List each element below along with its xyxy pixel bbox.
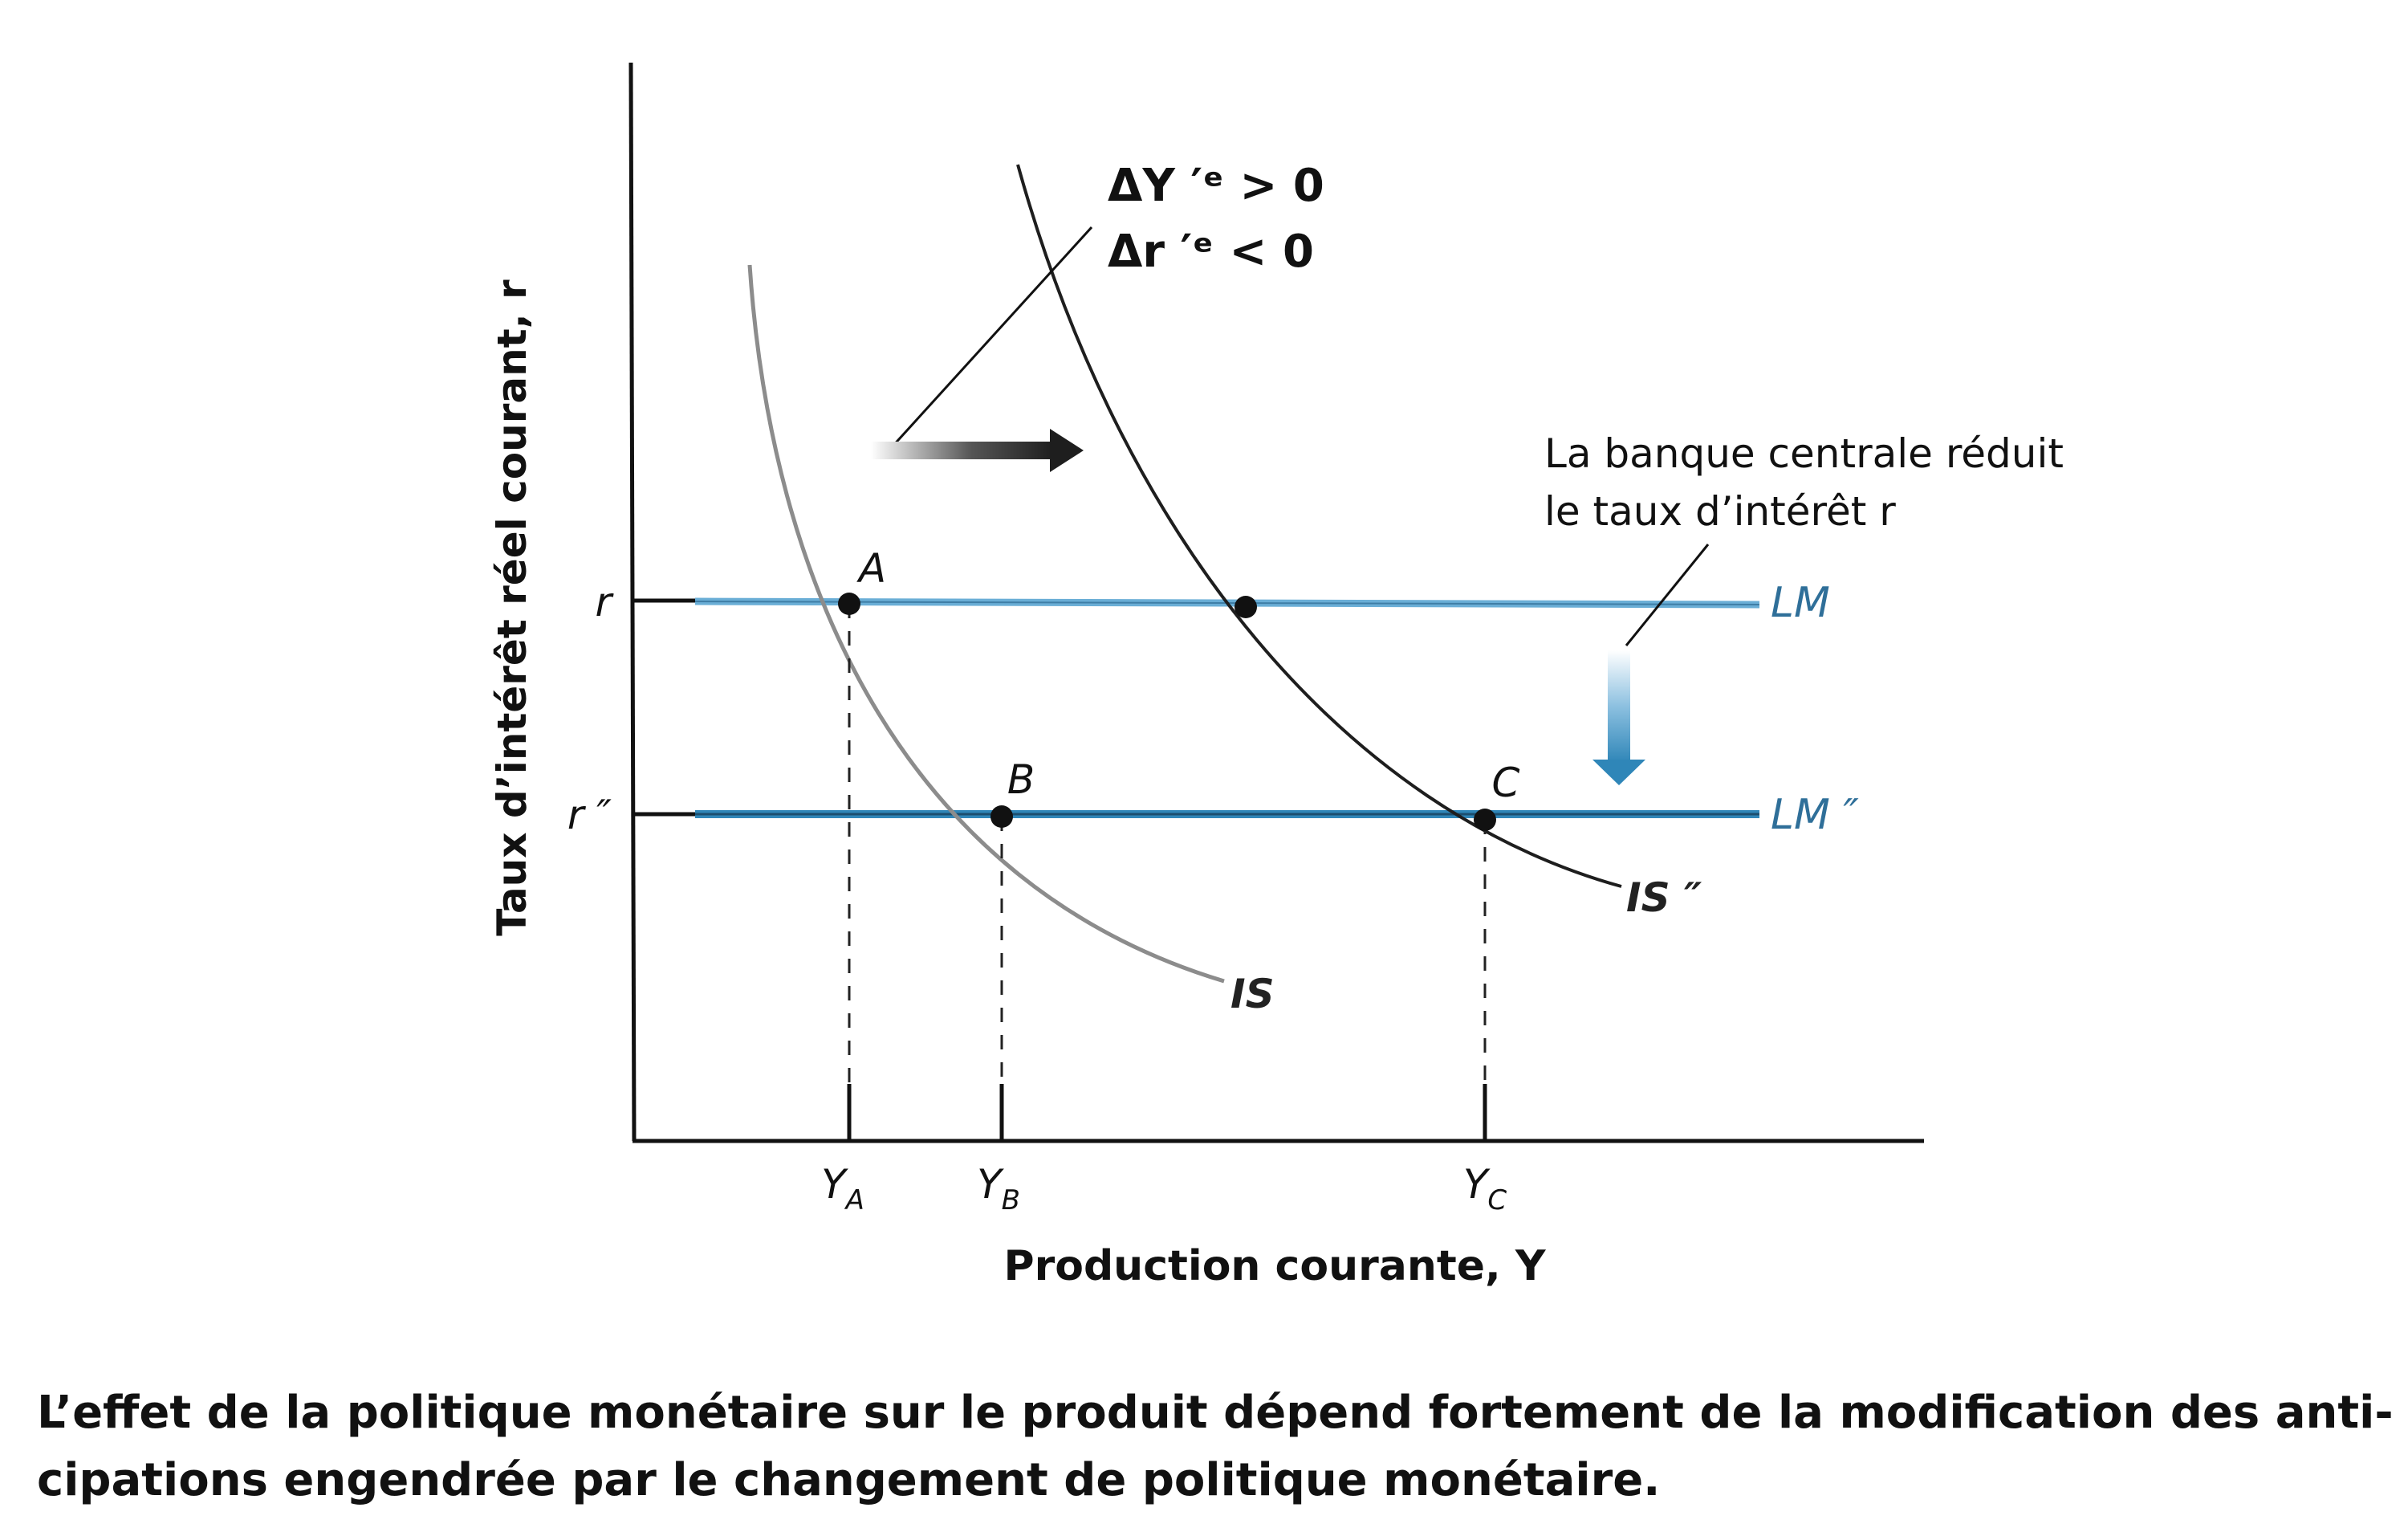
is-double-prime-label: IS ″ bbox=[1626, 874, 1702, 921]
point-b bbox=[990, 805, 1013, 828]
x-tick-label-yc-base: Y bbox=[1463, 1161, 1491, 1208]
central-bank-annotation-line2: le taux d’intérêt r bbox=[1544, 488, 1896, 535]
caption-line-1: L’effet de la politique monétaire sur le… bbox=[37, 1387, 2394, 1439]
x-tick-label-ya: YA bbox=[821, 1161, 864, 1216]
is-double-prime-curve bbox=[1016, 164, 1622, 888]
point-b-label: B bbox=[1007, 756, 1035, 803]
lm-double-prime-label: LM ″ bbox=[1771, 791, 1859, 839]
x-tick-label-yc-sub: C bbox=[1487, 1184, 1507, 1216]
central-bank-annotation-line1: La banque centrale réduit bbox=[1544, 430, 2064, 477]
shift-arrow-shaft bbox=[871, 442, 1054, 459]
central-bank-leader-line bbox=[1625, 544, 1710, 646]
y-axis-label: Taux d’intérêt réel courant, r bbox=[489, 279, 535, 936]
expectations-annotation-line2: Δr ′ᵉ < 0 bbox=[1108, 226, 1314, 278]
point-c bbox=[1474, 809, 1496, 831]
x-tick-label-yb-base: Y bbox=[977, 1161, 1004, 1208]
y-tick-label-r-double-prime: r ″ bbox=[567, 792, 612, 838]
point-a bbox=[838, 593, 860, 615]
expectations-leader-line bbox=[889, 226, 1093, 450]
x-axis-label: Production courante, Y bbox=[1003, 1242, 1546, 1290]
down-arrow-head bbox=[1592, 760, 1645, 785]
point-unlabeled bbox=[1235, 596, 1257, 618]
point-a-label: A bbox=[856, 545, 886, 592]
x-tick-label-ya-sub: A bbox=[844, 1184, 864, 1216]
y-axis bbox=[628, 62, 637, 1142]
is-label: IS bbox=[1230, 971, 1275, 1017]
x-tick-label-ya-base: Y bbox=[821, 1161, 848, 1208]
x-tick-label-yb: YB bbox=[977, 1161, 1020, 1216]
expectations-annotation-line1: ΔY ′ᵉ > 0 bbox=[1108, 160, 1324, 212]
y-tick-label-r: r bbox=[595, 579, 614, 625]
x-tick-label-yb-sub: B bbox=[1002, 1184, 1020, 1216]
down-arrow-shaft bbox=[1608, 650, 1630, 763]
figure-caption: L’effet de la politique monétaire sur le… bbox=[37, 1379, 2394, 1514]
x-tick-label-yc: YC bbox=[1463, 1161, 1507, 1216]
is-curve bbox=[747, 264, 1225, 984]
shift-arrow-head bbox=[1050, 429, 1084, 472]
lm-label: LM bbox=[1771, 579, 1830, 627]
caption-line-2: cipations engendrée par le changement de… bbox=[37, 1454, 1661, 1506]
point-c-label: C bbox=[1492, 760, 1520, 806]
